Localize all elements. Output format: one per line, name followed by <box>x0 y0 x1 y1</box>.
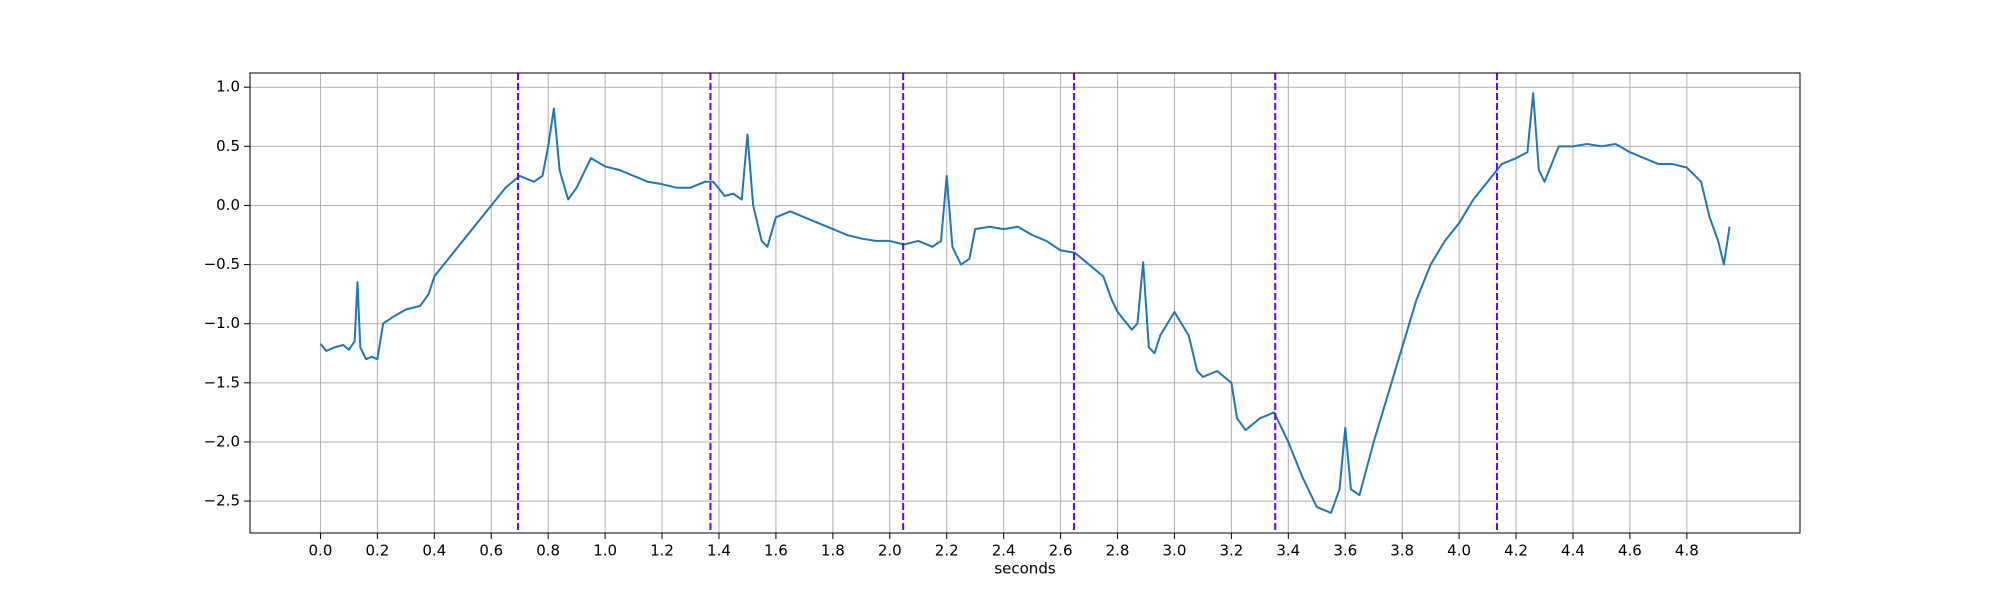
y-tick-label: 1.0 <box>216 78 240 96</box>
x-tick-label: 0.4 <box>422 542 446 560</box>
y-tick-label: −1.0 <box>204 314 240 332</box>
x-tick-label: 4.2 <box>1504 542 1528 560</box>
y-tick-label: 0.5 <box>216 137 240 155</box>
plot-layer <box>319 73 1731 533</box>
x-tick-label: 3.0 <box>1163 542 1187 560</box>
x-tick-label: 1.2 <box>650 542 674 560</box>
y-tick-label: −2.0 <box>204 432 240 450</box>
x-tick-label: 3.2 <box>1219 542 1243 560</box>
grid-layer <box>250 73 1800 533</box>
x-tick-label: 2.0 <box>878 542 902 560</box>
x-tick-label: 4.4 <box>1561 542 1585 560</box>
x-tick-label: 4.8 <box>1675 542 1699 560</box>
y-tick-label: −1.5 <box>204 373 240 391</box>
data-line <box>319 92 1731 514</box>
x-tick-label: 2.4 <box>992 542 1016 560</box>
x-tick-label: 1.6 <box>764 542 788 560</box>
x-tick-label: 0.2 <box>365 542 389 560</box>
tick-layer: 0.0 0.2 0.4 0.6 0.8 1.0 1.2 1.4 1.6 1.8 2.0 2.2 2.4 2… <box>204 78 1699 560</box>
x-tick-label: 4.6 <box>1618 542 1642 560</box>
y-tick-label: −0.5 <box>204 255 240 273</box>
x-tick-label: 3.6 <box>1333 542 1357 560</box>
x-tick-label: 4.0 <box>1447 542 1471 560</box>
x-tick-label: 1.4 <box>707 542 731 560</box>
x-tick-label: 0.8 <box>536 542 560 560</box>
x-tick-label: 0.0 <box>309 542 333 560</box>
x-tick-label: 0.6 <box>479 542 503 560</box>
x-tick-label: 3.4 <box>1276 542 1300 560</box>
x-tick-label: 1.0 <box>593 542 617 560</box>
x-tick-label: 3.8 <box>1390 542 1414 560</box>
axes-frame <box>249 72 1801 534</box>
y-tick-label: 0.0 <box>216 196 240 214</box>
y-tick-label: −2.5 <box>204 492 240 510</box>
x-tick-label: 2.6 <box>1049 542 1073 560</box>
x-axis-label: seconds <box>994 560 1055 578</box>
x-tick-label: 1.8 <box>821 542 845 560</box>
x-tick-label: 2.8 <box>1106 542 1130 560</box>
x-tick-label: 2.2 <box>935 542 959 560</box>
